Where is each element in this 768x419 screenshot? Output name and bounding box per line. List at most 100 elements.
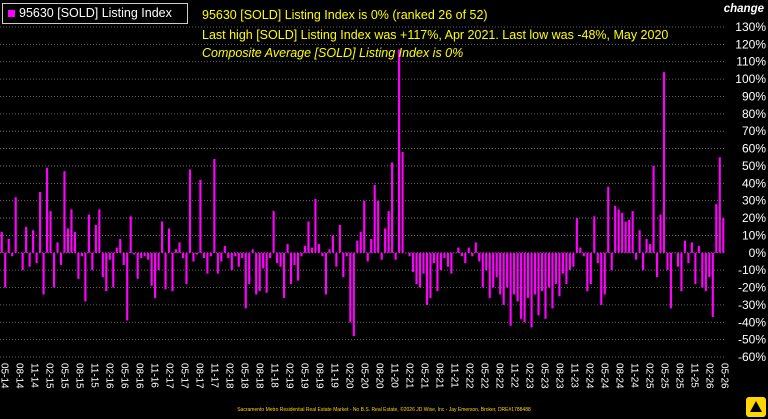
bar <box>436 252 439 291</box>
bar <box>579 247 582 253</box>
x-tick-label: 11-23 <box>568 363 579 388</box>
bar <box>610 252 613 271</box>
bar <box>300 252 303 257</box>
bar <box>52 252 56 288</box>
bar <box>237 252 240 267</box>
bar <box>460 252 463 257</box>
bar <box>540 252 544 291</box>
footer-credits: Sacramento Metro Residential Real Estate… <box>237 407 531 413</box>
bar <box>147 252 150 260</box>
bar <box>715 204 718 253</box>
bar <box>108 252 111 260</box>
bar <box>589 252 592 285</box>
bar <box>136 252 139 279</box>
bar <box>547 252 551 288</box>
bar <box>105 252 108 291</box>
bar <box>11 252 14 257</box>
bar <box>467 247 470 253</box>
x-tick-label: 11-15 <box>88 363 99 388</box>
bar <box>129 216 132 253</box>
bar <box>192 252 195 262</box>
y-tick-label: 90% <box>742 89 766 103</box>
bar <box>575 218 578 253</box>
bar <box>614 205 617 253</box>
bar <box>624 221 627 253</box>
bar <box>495 252 498 278</box>
y-tick-label: 120% <box>735 37 766 51</box>
legend-swatch <box>8 10 15 17</box>
legend-label: 95630 [SOLD] Listing Index <box>19 6 172 20</box>
bar <box>680 252 683 291</box>
bar <box>91 252 94 271</box>
grid-lines <box>0 26 725 358</box>
bar <box>303 245 307 253</box>
x-tick-label: 05-15 <box>58 363 69 389</box>
x-tick-label: 02-18 <box>223 363 234 389</box>
bar <box>474 242 477 253</box>
bar <box>101 252 104 278</box>
x-tick-label: 11-24 <box>628 363 639 388</box>
bar <box>220 252 223 262</box>
bar <box>122 252 125 265</box>
bar <box>711 252 714 318</box>
y-tick-label: -50% <box>738 333 766 347</box>
x-tick-label: 08-15 <box>73 363 84 389</box>
y-tick-label: 40% <box>742 176 766 190</box>
bar <box>188 169 192 253</box>
x-tick-label: 05-26 <box>718 363 729 389</box>
x-tick-label: 05-20 <box>358 363 369 389</box>
bar <box>255 252 258 295</box>
x-tick-label: 05-17 <box>178 363 189 389</box>
x-tick-label: 11-14 <box>28 363 39 388</box>
bar <box>652 165 655 253</box>
bar <box>572 252 575 267</box>
bar <box>167 228 171 253</box>
y-tick-label: -20% <box>738 281 766 295</box>
annotation-current: 95630 [SOLD] Listing Index is 0% (ranked… <box>202 8 488 22</box>
bar <box>342 252 345 278</box>
bar <box>530 252 533 328</box>
bar <box>453 252 456 254</box>
bar <box>418 252 422 288</box>
bar <box>56 242 59 253</box>
bar <box>662 72 666 253</box>
x-tick-label: 08-23 <box>553 363 564 389</box>
bar <box>293 252 296 265</box>
bar <box>230 252 233 271</box>
bar <box>526 252 530 298</box>
bar <box>171 252 174 291</box>
bar <box>289 252 293 285</box>
bar <box>115 247 118 253</box>
bar <box>645 238 648 253</box>
x-tick-label: 11-20 <box>388 363 399 388</box>
bar <box>422 252 425 274</box>
bar <box>345 252 348 257</box>
bar <box>704 252 707 291</box>
bar <box>185 252 188 285</box>
x-tick-label: 11-18 <box>268 363 279 388</box>
y-tick-label: 10% <box>742 228 766 242</box>
bar <box>471 252 474 257</box>
x-tick-label: 05-25 <box>658 363 669 389</box>
y-tick-label: 0% <box>749 246 767 260</box>
bar <box>251 249 254 253</box>
bar <box>321 252 324 257</box>
bar <box>73 231 77 253</box>
bar <box>603 252 606 295</box>
bar <box>488 252 491 298</box>
bar <box>457 247 460 253</box>
x-tick-label: 02-17 <box>163 363 174 389</box>
bar <box>708 252 711 278</box>
y-tick-label: 80% <box>742 107 766 121</box>
bar <box>565 252 568 285</box>
bar <box>39 192 42 253</box>
bar <box>324 252 327 295</box>
bar <box>513 252 516 295</box>
bar <box>429 252 432 298</box>
bar <box>478 252 481 262</box>
bar <box>673 252 676 254</box>
bar <box>77 252 80 279</box>
bar <box>366 252 369 262</box>
bar <box>520 252 523 319</box>
